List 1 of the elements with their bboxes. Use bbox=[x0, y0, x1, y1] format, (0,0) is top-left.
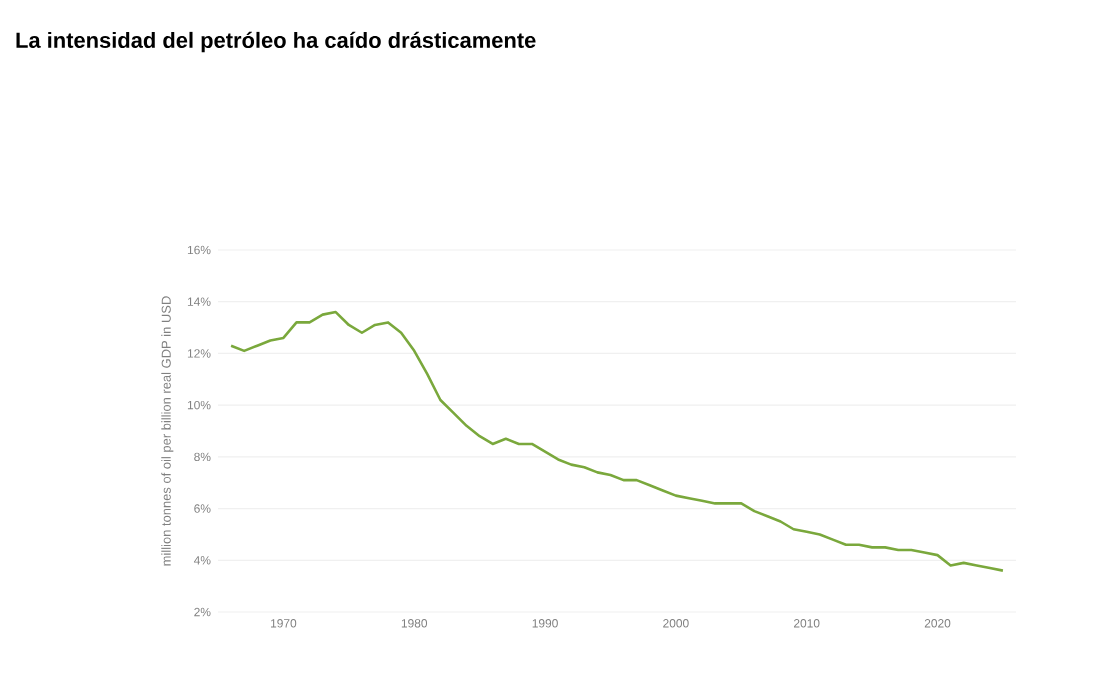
chart-title: La intensidad del petróleo ha caído drásticamente bbox=[16, 31, 536, 53]
